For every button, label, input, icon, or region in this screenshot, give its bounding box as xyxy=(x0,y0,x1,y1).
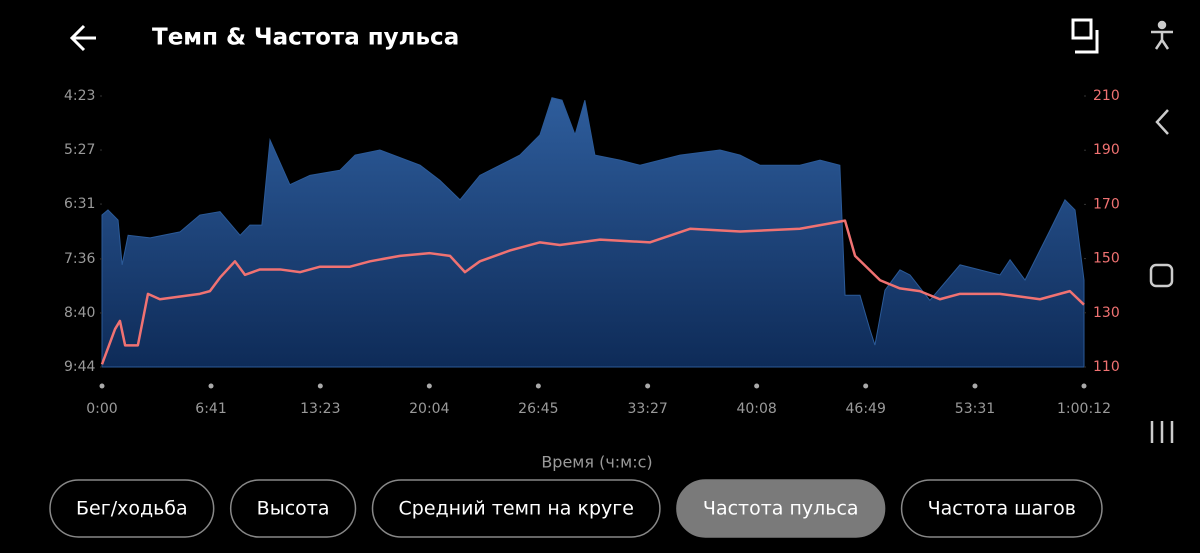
x-tick xyxy=(535,383,541,389)
tab-chip[interactable]: Частота шагов xyxy=(900,479,1103,538)
x-tick-label: 46:49 xyxy=(846,401,886,417)
tab-background xyxy=(371,479,661,538)
y-tick-label: 7:36 xyxy=(64,251,96,267)
x-tick xyxy=(317,383,323,389)
x-tick-label: 6:41 xyxy=(195,401,226,417)
tab-background xyxy=(229,479,357,538)
y2-tick-label: 170 xyxy=(1093,196,1120,212)
x-tick-label: 20:04 xyxy=(409,401,449,417)
x-tick-label: 1:00:12 xyxy=(1057,401,1111,417)
x-tick-label: 40:08 xyxy=(736,401,776,417)
pace-area xyxy=(101,97,1085,368)
heart-rate-line xyxy=(100,219,1085,365)
accessibility-button[interactable] xyxy=(1151,20,1173,50)
tab-label: Частота шагов xyxy=(928,498,1076,520)
x-tick xyxy=(426,383,432,389)
y-tick-label: 5:27 xyxy=(64,142,95,158)
x-tick xyxy=(99,383,105,389)
nav-home[interactable] xyxy=(1149,263,1174,288)
tab-chip[interactable]: Средний темп на круге xyxy=(371,479,661,538)
tab-chip[interactable]: Бег/ходьба xyxy=(49,479,215,538)
tab-background xyxy=(900,479,1103,538)
x-tick xyxy=(208,383,214,389)
tab-label: Средний темп на круге xyxy=(399,498,634,520)
x-axis-title: Время (ч:м:с) xyxy=(541,453,652,472)
x-tick xyxy=(972,383,978,389)
x-tick-label: 33:27 xyxy=(627,401,667,417)
x-tick-label: 0:00 xyxy=(86,401,117,417)
tab-label: Частота пульса xyxy=(703,498,859,520)
x-tick-label: 53:31 xyxy=(955,401,995,417)
tab-chip[interactable]: Частота пульса xyxy=(676,479,886,538)
y2-tick-label: 190 xyxy=(1093,142,1120,158)
y-tick-label: 6:31 xyxy=(64,196,95,212)
fullscreen-button[interactable] xyxy=(1071,18,1099,54)
nav-back[interactable] xyxy=(1155,109,1169,135)
x-tick xyxy=(863,383,869,389)
x-tick xyxy=(645,383,651,389)
tab-label: Бег/ходьба xyxy=(76,498,188,520)
y2-tick-label: 150 xyxy=(1093,251,1120,267)
accessibility-icon xyxy=(1151,30,1173,50)
tab-background xyxy=(676,479,886,538)
header-title: Темп & Частота пульса xyxy=(152,25,459,51)
back-button[interactable] xyxy=(69,24,96,52)
y2-tick-label: 130 xyxy=(1093,305,1120,321)
x-tick xyxy=(754,383,760,389)
x-tick-label: 13:23 xyxy=(300,401,340,417)
y-tick-label: 4:23 xyxy=(64,88,95,104)
fullscreen-icon xyxy=(1071,18,1093,40)
accessibility-icon xyxy=(1157,20,1167,30)
y2-tick-label: 210 xyxy=(1093,88,1120,104)
x-tick-label: 26:45 xyxy=(518,401,558,417)
y2-tick-label: 110 xyxy=(1093,359,1120,375)
back-arrow xyxy=(69,24,96,52)
x-tick xyxy=(1081,383,1087,389)
fullscreen-icon xyxy=(1075,30,1099,54)
y-tick-label: 9:44 xyxy=(64,359,96,375)
tab-background xyxy=(49,479,215,538)
nav-recents[interactable] xyxy=(1150,421,1174,443)
y-tick-label: 8:40 xyxy=(64,305,95,321)
tab-chip[interactable]: Высота xyxy=(229,479,357,538)
tab-label: Высота xyxy=(257,498,330,520)
